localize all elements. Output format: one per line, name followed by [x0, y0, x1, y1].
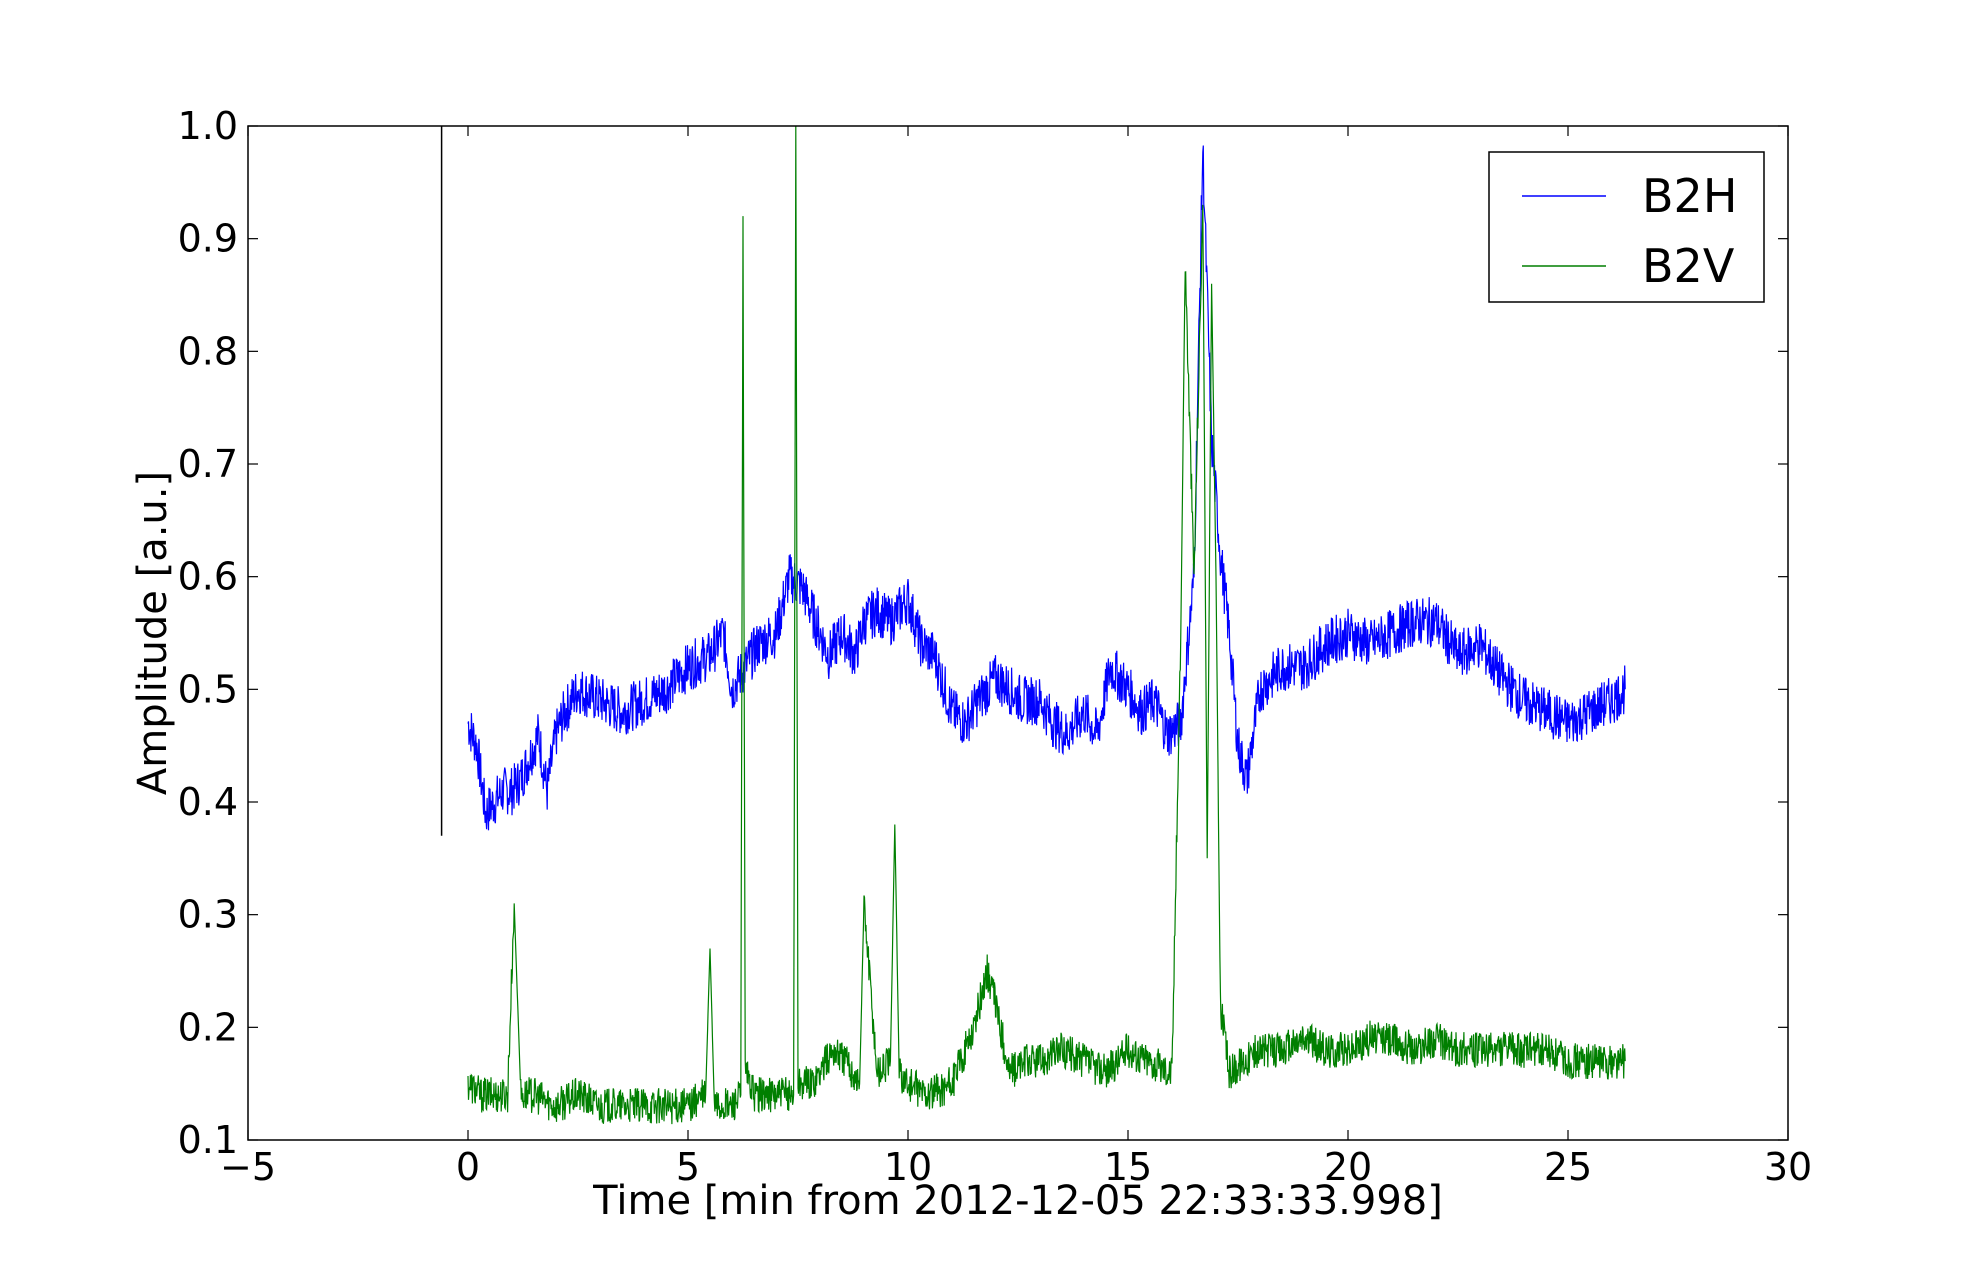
legend-label-b2v: B2V: [1642, 239, 1735, 293]
y-tick-label: 0.4: [178, 780, 238, 824]
plot-frame: [247, 125, 1789, 1141]
y-tick-label: 0.5: [178, 667, 238, 711]
legend-label-b2h: B2H: [1642, 169, 1737, 223]
y-tick-label: 0.9: [178, 217, 238, 261]
x-axis-label: Time [min from 2012-12-05 22:33:33.998]: [592, 1178, 1443, 1224]
y-axis-label: Amplitude [a.u.]: [130, 471, 176, 795]
series-line-b2v: [467, 126, 1626, 1125]
x-tick-label: 10: [884, 1145, 932, 1189]
plot-lines: [440, 126, 1626, 1125]
y-tick-label: 0.7: [178, 442, 238, 486]
y-tick-label: 1.0: [178, 104, 238, 148]
y-ticks: 0.1 0.2 0.3 0.4 0.5 0.6 0.7 0.8 0.9 1.0: [178, 104, 1788, 1162]
x-tick-label: 15: [1104, 1145, 1152, 1189]
x-tick-label: 30: [1764, 1145, 1812, 1189]
y-tick-label: 0.8: [178, 329, 238, 373]
x-tick-label: 0: [456, 1145, 480, 1189]
series-line-b2h: [467, 145, 1626, 831]
y-tick-label: 0.3: [178, 893, 238, 937]
x-tick-label: −5: [220, 1145, 276, 1189]
legend-box: [1488, 151, 1765, 303]
y-tick-label: 0.1: [178, 1118, 238, 1162]
y-tick-label: 0.6: [178, 555, 238, 599]
x-ticks: −5 0 5 10 15 20 25 30: [220, 126, 1812, 1189]
legend: B2H B2V: [1488, 151, 1765, 303]
y-tick-label: 0.2: [178, 1005, 238, 1049]
x-tick-label: 25: [1544, 1145, 1592, 1189]
x-tick-label: 5: [676, 1145, 700, 1189]
x-tick-label: 20: [1324, 1145, 1372, 1189]
